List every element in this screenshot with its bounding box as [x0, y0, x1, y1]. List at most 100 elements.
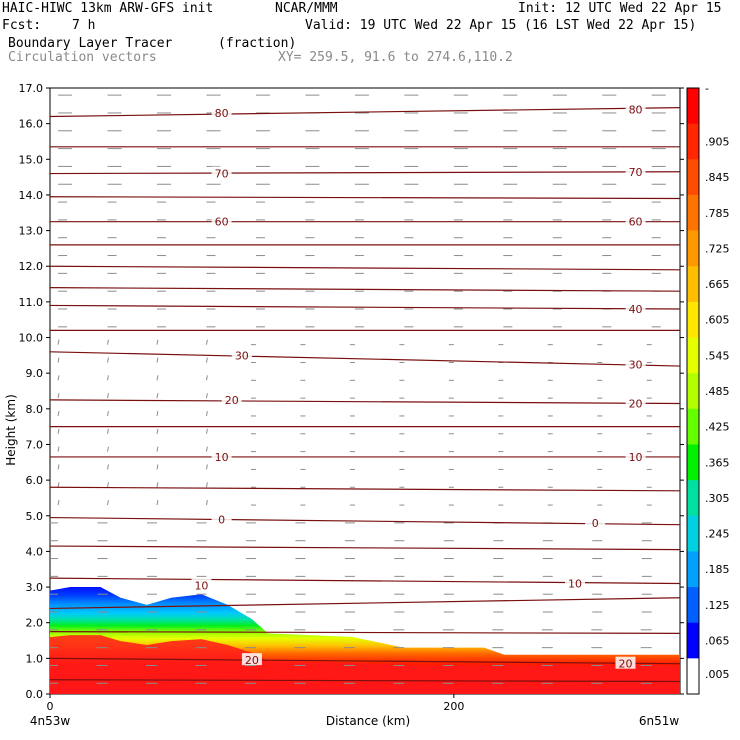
y-tick-label: 8.0 [26, 403, 44, 416]
vector-arrow [107, 393, 109, 399]
vector-arrow [205, 428, 208, 434]
contour-label: 20 [225, 394, 239, 407]
vector-arrow [205, 446, 208, 452]
vector-arrow [57, 339, 60, 345]
field-name: Boundary Layer Tracer [8, 36, 173, 51]
colorbar-label: .785 [705, 207, 730, 220]
colorbar-label: .005 [705, 668, 730, 681]
x-end-location: 6n51w [639, 714, 680, 728]
contour-label: 0 [218, 513, 225, 526]
contour-line [50, 516, 680, 526]
y-tick-label: 10.0 [19, 332, 44, 345]
contour-label: 10 [194, 579, 208, 592]
contour-label: 40 [629, 303, 643, 316]
contour-label: 60 [629, 216, 643, 229]
colorbar-swatch [687, 266, 699, 303]
vector-arrow [107, 446, 109, 452]
contour-label-bg [625, 302, 646, 315]
contour-label: 30 [235, 349, 249, 362]
contour-label-bg [615, 656, 636, 669]
y-tick-label: 12.0 [19, 260, 44, 273]
y-tick-label: 13.0 [19, 225, 44, 238]
vector-arrow [57, 410, 60, 417]
vector-arrow [57, 500, 60, 506]
vector-arrow [57, 357, 60, 363]
colorbar-swatch [687, 551, 699, 588]
colorbar-swatch [687, 88, 699, 125]
org-label: NCAR/MMM [275, 1, 338, 16]
contour-label: 80 [215, 107, 229, 120]
y-tick-label: 17.0 [19, 82, 44, 95]
contour-line [50, 399, 680, 405]
x-axis-ticks: 0 200 [47, 694, 464, 713]
colorbar-label: .365 [705, 456, 730, 469]
y-tick-label: 0.0 [26, 688, 44, 701]
colorbar-swatch [687, 373, 699, 410]
contour-line [50, 679, 680, 683]
colorbar-label: .185 [705, 563, 730, 576]
vector-arrow [57, 446, 60, 452]
colorbar-swatch [687, 408, 699, 445]
vector-arrow [156, 375, 159, 381]
contour-label-bg [625, 214, 646, 227]
colorbar-label: .905 [705, 135, 730, 148]
vector-arrow [205, 339, 208, 345]
colorbar-label: .665 [705, 278, 730, 291]
contour-label-bg [211, 105, 232, 118]
y-tick-label: 5.0 [26, 510, 44, 523]
y-tick-label: 6.0 [26, 474, 44, 487]
contour-line [50, 545, 680, 551]
contour-label: 0 [592, 517, 599, 530]
colorbar-swatch [687, 337, 699, 374]
vector-arrow [205, 464, 208, 470]
contour-label-bg [625, 396, 646, 409]
valid-time: Valid: 19 UTC Wed 22 Apr 15 (16 LST Wed … [305, 18, 697, 33]
colorbar-swatch [687, 622, 699, 659]
contour-label: 10 [629, 451, 643, 464]
x-axis-label: Distance (km) [326, 714, 410, 728]
tracer-field [50, 587, 680, 694]
colorbar-label: - [705, 82, 709, 95]
contour-line [50, 107, 680, 118]
contour-label: 10 [215, 451, 229, 464]
contour-label: 80 [629, 103, 643, 116]
vector-arrow [205, 357, 208, 363]
contour-line [50, 265, 680, 271]
vector-arrow [156, 446, 159, 452]
colorbar-swatch [687, 194, 699, 232]
colorbar-label: .725 [705, 242, 730, 255]
vector-arrow [107, 410, 109, 417]
vector-arrow [107, 482, 109, 488]
colorbar-label: .125 [705, 599, 730, 612]
vector-arrow [107, 428, 109, 434]
vector-arrow [205, 500, 208, 506]
init-time: Init: 12 UTC Wed 22 Apr 15 [518, 1, 722, 16]
vector-arrow [107, 500, 109, 506]
x-tick-label: 200 [443, 700, 464, 713]
vector-arrow [205, 393, 208, 399]
colorbar: - .905 .845 .785 .725 .665 .605 .545 .485 .425 .36… [686, 82, 730, 695]
x-start-location: 4n53w [30, 714, 71, 728]
contour-label: 70 [629, 166, 643, 179]
tracer-red-layer [50, 635, 680, 694]
contour-label-bg [625, 449, 646, 462]
vector-arrow [57, 375, 60, 381]
colorbar-swatch [687, 658, 699, 695]
vector-arrow [107, 339, 109, 345]
y-axis-label: Height (km) [4, 394, 18, 465]
colorbar-label: .305 [705, 492, 730, 505]
vector-arrow [57, 482, 60, 488]
contour-line [50, 171, 680, 175]
contour-label: 30 [629, 358, 643, 371]
contour-label-bg [211, 449, 232, 462]
colorbar-swatch [687, 123, 699, 160]
contour-label-bg [585, 515, 606, 528]
contour-label-bg [211, 214, 232, 227]
y-tick-label: 3.0 [26, 581, 44, 594]
contour-line [50, 287, 680, 292]
vector-arrow [156, 482, 159, 488]
y-axis-ticks: 0.0 1.0 2.0 3.0 4.0 5.0 6.0 7.0 8.0 9.0 10.0 11.0 12… [19, 82, 684, 701]
contour-line [50, 631, 680, 634]
colorbar-swatch [687, 301, 699, 339]
